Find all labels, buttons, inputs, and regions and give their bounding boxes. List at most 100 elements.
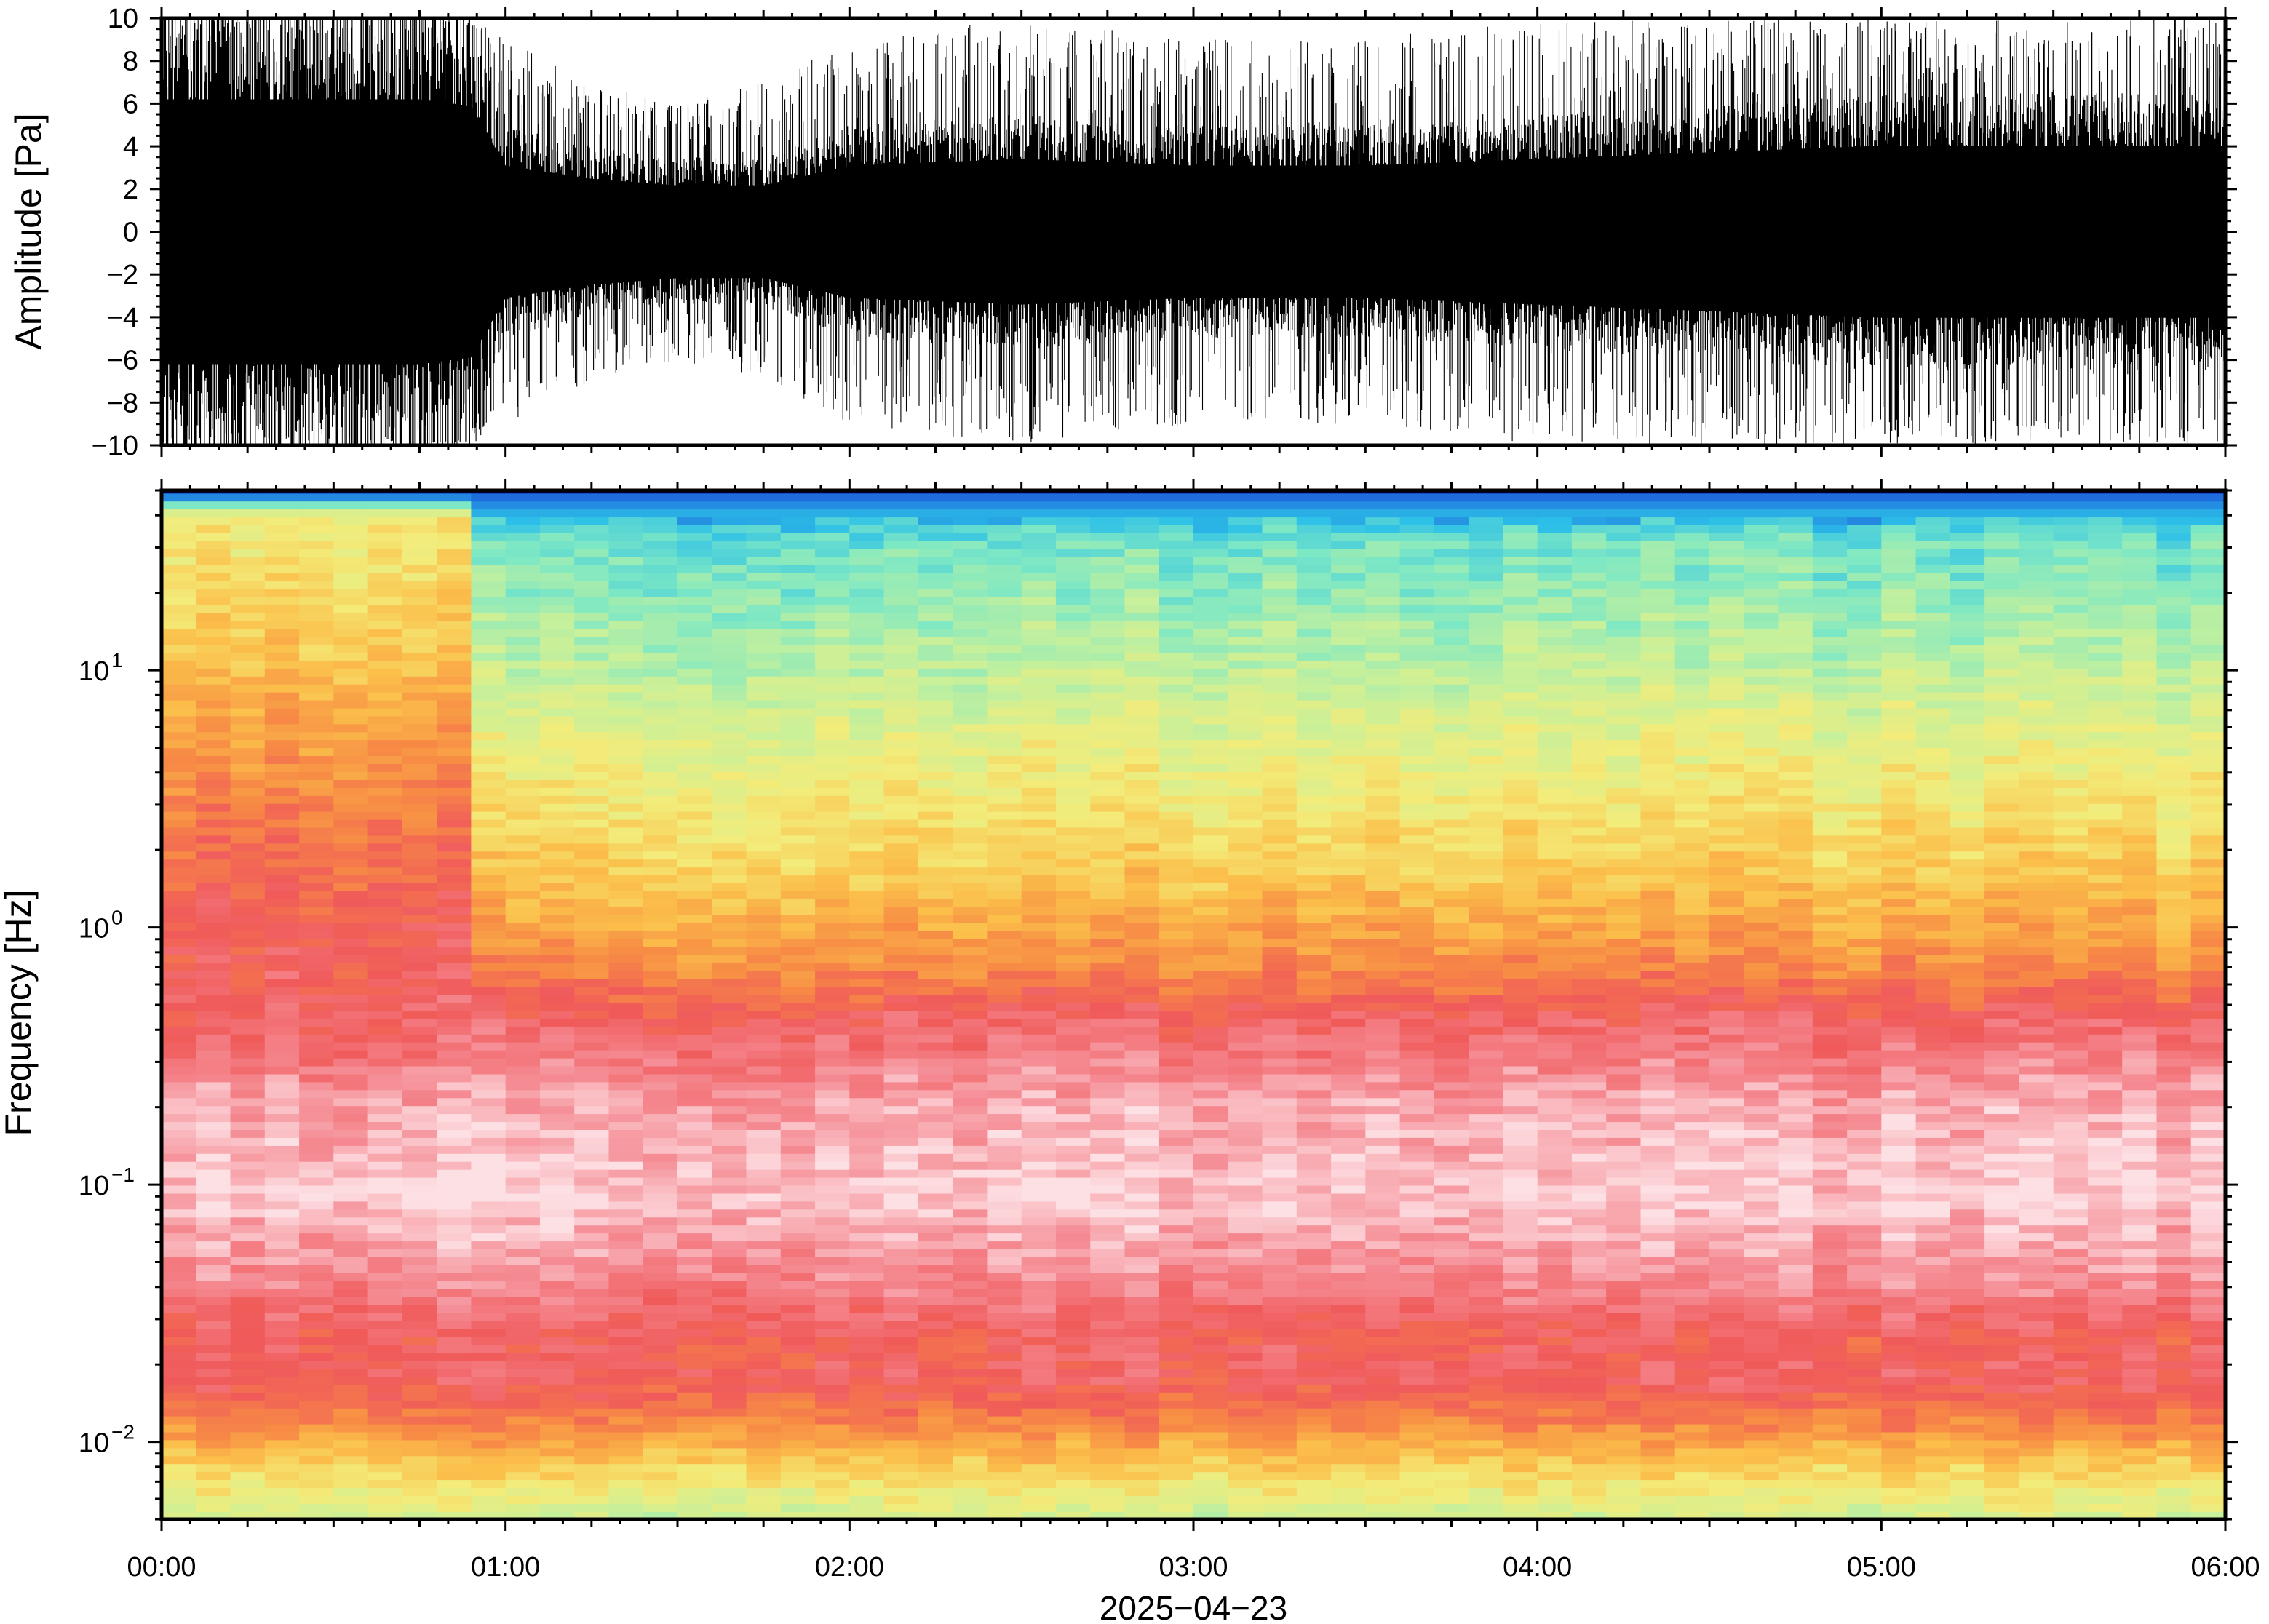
- spectrogram-cell: [539, 1431, 575, 1441]
- spectrogram-cell: [367, 652, 403, 661]
- spectrogram-cell: [953, 907, 988, 915]
- spectrogram-cell: [1296, 1328, 1332, 1337]
- spectrogram-cell: [1159, 747, 1194, 757]
- spectrogram-cell: [780, 1463, 816, 1473]
- spectrogram-cell: [883, 541, 919, 549]
- spectrogram-cell: [162, 1049, 197, 1059]
- spectrogram-cell: [402, 1455, 437, 1465]
- spectrogram-cell: [1159, 517, 1194, 525]
- spectrogram-cell: [1124, 915, 1160, 923]
- spectrogram-cell: [1159, 1018, 1194, 1027]
- spectrogram-cell: [505, 517, 541, 525]
- spectrogram-cell: [953, 899, 988, 907]
- spectrogram-cell: [162, 978, 197, 987]
- spectrogram-cell: [1124, 1034, 1160, 1043]
- spectrogram-cell: [712, 1185, 747, 1194]
- spectrogram-cell: [505, 564, 541, 573]
- spectrogram-cell: [471, 1265, 506, 1273]
- spectrogram-cell: [1193, 668, 1229, 677]
- spectrogram-cell: [780, 683, 816, 693]
- spectrogram-cell: [196, 1511, 231, 1519]
- spectrogram-cell: [1296, 699, 1332, 709]
- spectrogram-cell: [1055, 1105, 1091, 1115]
- spectrogram-cell: [1193, 1495, 1229, 1504]
- spectrogram-cell: [1331, 954, 1367, 963]
- spectrogram-cell: [780, 1384, 816, 1393]
- spectrogram-cell: [1055, 1233, 1091, 1242]
- spectrogram-cell: [230, 1407, 266, 1417]
- spectrogram-cell: [1193, 1471, 1229, 1481]
- spectrogram-cell: [367, 1415, 403, 1425]
- spectrogram-cell: [162, 811, 197, 820]
- spectrogram-cell: [505, 835, 541, 844]
- spectrogram-cell: [437, 660, 472, 669]
- spectrogram-cell: [1262, 1336, 1298, 1345]
- spectrogram-cell: [162, 1217, 197, 1226]
- spectrogram-cell: [1296, 541, 1332, 549]
- spectrogram-cell: [1090, 755, 1126, 764]
- spectrogram-cell: [539, 549, 575, 557]
- spectrogram-cell: [1159, 1407, 1194, 1417]
- spectrogram-cell: [1296, 835, 1332, 844]
- spectrogram-cell: [505, 867, 541, 876]
- spectrogram-cell: [196, 1463, 231, 1473]
- spectrogram-cell: [712, 541, 747, 549]
- spectrogram-cell: [677, 763, 713, 772]
- spectrogram-cell: [1228, 525, 1263, 533]
- spectrogram-cell: [539, 1463, 575, 1473]
- spectrogram-cell: [1090, 715, 1126, 725]
- spectrogram-cell: [471, 1312, 506, 1321]
- spectrogram-cell: [953, 1010, 988, 1019]
- spectrogram-cell: [1365, 1049, 1401, 1059]
- spectrogram-cell: [953, 1431, 988, 1441]
- spectrogram-cell: [333, 533, 369, 541]
- spectrogram-cell: [1296, 1273, 1332, 1281]
- spectrogram-cell: [1296, 620, 1332, 629]
- spectrogram-cell: [746, 1463, 782, 1473]
- spectrogram-cell: [1262, 1495, 1298, 1504]
- spectrogram-cell: [264, 819, 300, 828]
- spectrogram-cell: [1228, 1439, 1263, 1449]
- spectrogram-cell: [712, 1273, 747, 1281]
- spectrogram-cell: [1090, 1463, 1126, 1473]
- spectrogram-cell: [1228, 1296, 1263, 1305]
- spectrogram-cell: [677, 1121, 713, 1130]
- spectrogram-cell: [1193, 1336, 1229, 1345]
- spectrogram-cell: [230, 509, 266, 518]
- spectrogram-cell: [505, 1105, 541, 1115]
- spectrogram-cell: [539, 1511, 575, 1519]
- spectrogram-cell: [574, 1415, 610, 1425]
- spectrogram-cell: [918, 803, 953, 812]
- spectrogram-cell: [1262, 962, 1298, 971]
- spectrogram-cell: [162, 1281, 197, 1289]
- spectrogram-cell: [1055, 1495, 1091, 1504]
- spectrogram-cell: [1262, 1304, 1298, 1313]
- spectrogram-cell: [1055, 1049, 1091, 1059]
- spectrogram-cell: [746, 891, 782, 899]
- spectrogram-cell: [1193, 1241, 1229, 1249]
- spectrogram-cell: [1021, 1336, 1057, 1345]
- spectrogram-cell: [883, 715, 919, 725]
- spectrogram-cell: [1262, 1097, 1298, 1107]
- spectrogram-cell: [1331, 501, 1367, 510]
- spectrogram-cell: [539, 1121, 575, 1130]
- spectrogram-cell: [264, 707, 300, 717]
- spectrogram-cell: [1365, 1097, 1401, 1107]
- spectrogram-cell: [333, 1257, 369, 1265]
- spectrogram-cell: [196, 915, 231, 923]
- spectrogram-cell: [1331, 676, 1367, 685]
- spectrogram-cell: [505, 938, 541, 947]
- spectrogram-cell: [264, 731, 300, 741]
- spectrogram-cell: [1331, 875, 1367, 883]
- spectrogram-cell: [264, 1153, 300, 1162]
- spectrogram-cell: [608, 1296, 644, 1305]
- spectrogram-cell: [712, 1010, 747, 1019]
- spectrogram-cell: [1262, 1201, 1298, 1210]
- spectrogram-cell: [333, 1487, 369, 1496]
- spectrogram-cell: [643, 683, 678, 693]
- spectrogram-cell: [1124, 835, 1160, 844]
- spectrogram-cell: [471, 691, 506, 701]
- spectrogram-cell: [437, 1265, 472, 1273]
- spectrogram-cell: [471, 1328, 506, 1337]
- spectrogram-cell: [1331, 1113, 1367, 1123]
